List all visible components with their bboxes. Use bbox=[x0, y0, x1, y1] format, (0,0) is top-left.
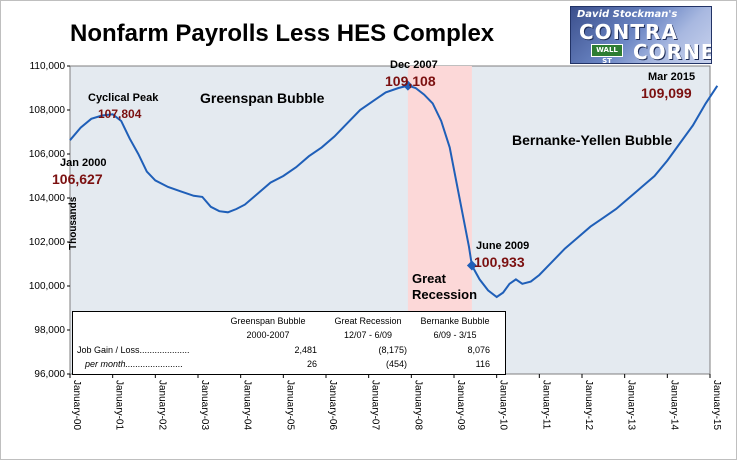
contra-corner-logo: David Stockman's CONTRA WALL ST CORNER bbox=[570, 6, 712, 64]
annotation-greenspan-bubble: Greenspan Bubble bbox=[200, 90, 325, 106]
x-tick-label: January-03 bbox=[199, 380, 210, 430]
annotation-mar-2015-label: Mar 2015 bbox=[648, 71, 695, 83]
annotation-great: Great bbox=[412, 271, 447, 286]
x-tick-label: January-01 bbox=[114, 380, 125, 430]
x-tick-label: January-14 bbox=[668, 380, 679, 430]
table-header-greenspan: Greenspan Bubble bbox=[230, 316, 306, 326]
x-tick-label: January-08 bbox=[412, 380, 423, 430]
y-tick-label: 110,000 bbox=[30, 61, 66, 72]
annotation-peak-label: Cyclical Peak bbox=[88, 92, 159, 104]
table-cell-bernanke-monthly: 116 bbox=[475, 359, 490, 369]
table-cell-greenspan-gain: 2,481 bbox=[294, 345, 317, 355]
y-tick-label: 108,000 bbox=[29, 105, 66, 116]
logo-word-contra: CONTRA bbox=[579, 20, 678, 44]
annotation-mar-2015-value: 109,099 bbox=[641, 85, 692, 101]
table-period-greenspan: 2000-2007 bbox=[246, 330, 290, 340]
y-tick-label: 96,000 bbox=[34, 369, 65, 380]
annotation-recession: Recession bbox=[412, 287, 477, 302]
x-tick-label: January-10 bbox=[498, 380, 509, 430]
table-header-great-recession: Great Recession bbox=[334, 316, 402, 326]
x-tick-label: January-15 bbox=[711, 380, 722, 430]
y-tick-label: 100,000 bbox=[29, 281, 66, 292]
annotation-jan-2000-label: Jan 2000 bbox=[60, 157, 106, 169]
y-tick-label: 98,000 bbox=[34, 325, 65, 336]
x-tick-label: January-05 bbox=[284, 380, 295, 430]
y-tick-label: 104,000 bbox=[29, 193, 66, 204]
table-cell-bernanke-gain: 8,076 bbox=[467, 345, 490, 355]
x-tick-label: January-13 bbox=[626, 380, 637, 430]
x-tick-label: January-12 bbox=[583, 380, 594, 430]
table-cell-greenspan-monthly: 26 bbox=[306, 359, 317, 369]
y-tick-label: 102,000 bbox=[29, 237, 66, 248]
annotation-june-2009-value: 100,933 bbox=[474, 254, 525, 270]
wall-street-sign-icon: WALL ST bbox=[591, 44, 623, 63]
y-axis-label: Thousands bbox=[68, 196, 79, 250]
stats-table: Greenspan Bubble Great Recession Bernank… bbox=[72, 311, 506, 375]
x-tick-label: January-04 bbox=[242, 380, 253, 430]
table-cell-recession-monthly: (454) bbox=[385, 359, 407, 369]
x-tick-label: January-00 bbox=[71, 380, 82, 430]
marker-june-2009 bbox=[466, 260, 477, 271]
x-tick-label: January-11 bbox=[540, 380, 551, 430]
annotation-june-2009-label: June 2009 bbox=[476, 240, 529, 252]
table-cell-recession-loss: (8,175) bbox=[378, 345, 407, 355]
logo-word-corner: CORNER bbox=[633, 40, 711, 64]
table-period-bernanke: 6/09 - 3/15 bbox=[433, 330, 477, 340]
table-period-great-recession: 12/07 - 6/09 bbox=[343, 330, 393, 340]
chart-title: Nonfarm Payrolls Less HES Complex bbox=[70, 20, 495, 47]
table-row-job-gain-label: Job Gain / Loss.................... bbox=[77, 345, 190, 355]
annotation-jan-2000-value: 106,627 bbox=[52, 171, 103, 187]
annotation-peak-value: 107,804 bbox=[98, 107, 142, 121]
logo-byline: David Stockman's bbox=[577, 9, 678, 20]
table-header-bernanke: Bernanke Bubble bbox=[420, 316, 490, 326]
x-tick-label: January-09 bbox=[455, 380, 466, 430]
marker-dec-2007 bbox=[402, 80, 413, 91]
annotation-bernanke-yellen-bubble: Bernanke-Yellen Bubble bbox=[512, 132, 672, 148]
series-line bbox=[69, 84, 719, 299]
y-axis: 96,000 98,000 100,000 102,000 104,000 106,000… bbox=[29, 61, 70, 380]
x-tick-label: January-07 bbox=[370, 380, 381, 430]
annotation-dec-2007-label: Dec 2007 bbox=[390, 59, 438, 71]
annotation-dec-2007-value: 109,108 bbox=[385, 73, 436, 89]
y-tick-label: 106,000 bbox=[29, 149, 66, 160]
table-row-per-month-label: per month....................... bbox=[85, 359, 184, 369]
x-tick-label: January-02 bbox=[156, 380, 167, 430]
x-tick-label: January-06 bbox=[327, 380, 338, 430]
x-axis: January-00 January-01 January-02 January-03… bbox=[69, 374, 722, 430]
